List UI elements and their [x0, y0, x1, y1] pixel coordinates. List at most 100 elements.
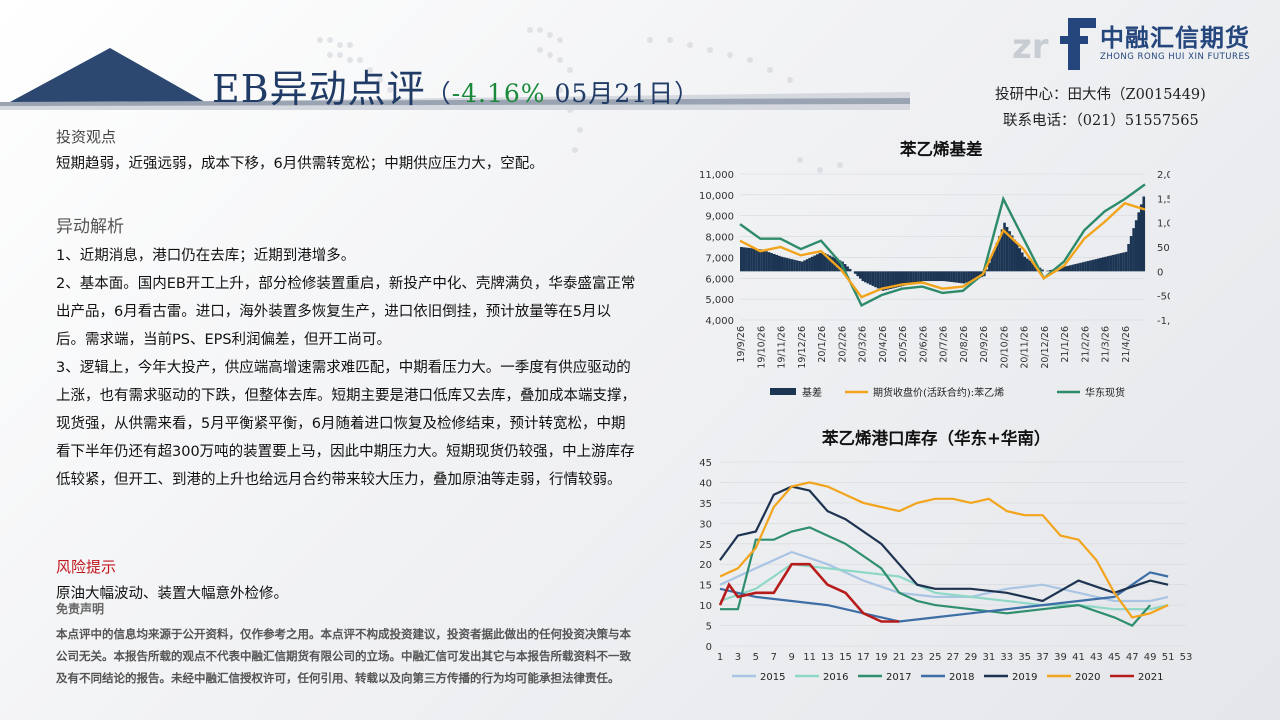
- basis-bar: [929, 271, 933, 282]
- basis-bar: [1048, 270, 1052, 272]
- y-tick-label: 0: [706, 642, 712, 653]
- y-left-tick-label: 8,000: [705, 233, 734, 244]
- basis-bar: [790, 259, 794, 272]
- basis-bar: [803, 260, 806, 272]
- basis-bar: [760, 249, 763, 272]
- basis-bar: [932, 271, 935, 282]
- x-tick-label: 47: [1126, 652, 1139, 663]
- y-right-tick-label: 1,000: [1157, 219, 1170, 230]
- analysis-paragraph-1: 1、近期消息，港口仍在去库；近期到港增多。: [56, 248, 356, 264]
- basis-bar: [952, 271, 956, 283]
- x-tick-label: 20/2/26: [837, 326, 848, 363]
- header-graphic: [0, 48, 910, 110]
- x-tick-label: 45: [1108, 652, 1121, 663]
- basis-bar: [945, 271, 948, 282]
- x-tick-label: 9: [789, 652, 795, 663]
- basis-bar: [742, 247, 746, 272]
- y-left-tick-label: 4,000: [705, 316, 734, 327]
- basis-bar: [1079, 262, 1082, 272]
- basis-bar: [767, 252, 771, 272]
- basis-bar: [871, 271, 875, 286]
- basis-bar: [838, 260, 842, 272]
- basis-bar: [1008, 231, 1011, 272]
- basis-bar: [866, 271, 870, 284]
- basis-bar: [947, 271, 951, 282]
- y-right-tick-label: 2,000: [1157, 170, 1170, 181]
- basis-bar: [886, 271, 890, 290]
- x-tick-label: 21/4/26: [1121, 326, 1132, 363]
- contact-researcher: 投研中心：田大伟（Z0015449): [995, 87, 1206, 103]
- y-right-tick-label: 500: [1157, 243, 1170, 254]
- basis-bar: [1107, 256, 1110, 272]
- y-tick-label: 20: [699, 560, 712, 571]
- x-tick-label: 20/7/26: [939, 326, 950, 363]
- basis-bar: [965, 271, 968, 283]
- y-tick-label: 10: [699, 601, 712, 612]
- basis-bar: [777, 255, 781, 272]
- series-line-2018: [719, 571, 1169, 623]
- basis-bar: [1122, 252, 1125, 272]
- basis-bar: [1013, 239, 1016, 272]
- x-tick-label: 13: [821, 652, 834, 663]
- basis-bar: [922, 271, 925, 282]
- world-map-background: [317, 27, 843, 173]
- y-tick-label: 25: [699, 540, 712, 551]
- basis-bar: [912, 271, 915, 284]
- x-tick-label: 1: [717, 652, 723, 663]
- x-tick-label: 21/1/26: [1060, 326, 1071, 363]
- basis-bar: [793, 259, 796, 272]
- series-line-2020: [719, 481, 1169, 619]
- y-tick-label: 15: [699, 581, 712, 592]
- basis-bar: [818, 253, 822, 272]
- x-tick-label: 20/8/26: [959, 326, 970, 363]
- basis-bar: [1015, 243, 1019, 272]
- basis-bar: [1101, 257, 1105, 272]
- basis-bar: [874, 271, 877, 288]
- basis-bar: [747, 247, 751, 272]
- basis-bar: [1033, 264, 1037, 272]
- basis-bar: [752, 248, 756, 272]
- basis-bar: [902, 271, 905, 286]
- basis-bar: [1127, 243, 1130, 272]
- basis-bar: [808, 257, 811, 272]
- legend-label: 2019: [1012, 672, 1037, 683]
- logo-english-name: ZHONG RONG HUI XIN FUTURES: [1100, 52, 1251, 62]
- contact-info: 投研中心：田大伟（Z0015449) 联系电话：（021）51557565: [995, 82, 1206, 134]
- x-tick-label: 19/12/26: [797, 326, 808, 369]
- x-tick-label: 7: [771, 652, 777, 663]
- basis-bar: [1112, 254, 1115, 272]
- x-tick-label: 20/6/26: [918, 326, 929, 363]
- legend-label: 2015: [760, 672, 785, 683]
- x-tick-label: 33: [1000, 652, 1013, 663]
- basis-bar: [1117, 253, 1120, 272]
- basis-bar: [815, 254, 819, 272]
- header-triangle: [10, 48, 205, 102]
- x-tick-label: 27: [947, 652, 960, 663]
- basis-bar: [972, 271, 976, 280]
- basis-bar: [780, 256, 784, 272]
- basis-bar: [1031, 262, 1034, 272]
- basis-bar: [869, 271, 872, 285]
- basis-bar: [993, 249, 996, 272]
- basis-bar: [828, 255, 832, 272]
- basis-bar: [957, 271, 961, 283]
- basis-bar: [904, 271, 908, 286]
- basis-bar: [1074, 264, 1077, 272]
- x-tick-label: 43: [1090, 652, 1103, 663]
- basis-bar: [810, 256, 814, 272]
- view-text: 短期趋弱，近强远弱，成本下移，6月供需转宽松；中期供应压力大，空配。: [56, 156, 544, 172]
- x-tick-label: 20/4/26: [878, 326, 889, 363]
- x-tick-label: 49: [1144, 652, 1157, 663]
- x-tick-label: 20/1/26: [817, 326, 828, 363]
- x-tick-label: 39: [1054, 652, 1067, 663]
- basis-bar: [985, 269, 989, 272]
- basis-bar: [765, 251, 768, 272]
- basis-bar: [1091, 259, 1095, 272]
- x-tick-label: 5: [753, 652, 759, 663]
- basis-bar: [894, 271, 898, 288]
- x-tick-label: 19/10/26: [756, 326, 767, 369]
- logo-chinese-name: 中融汇信期货: [1100, 24, 1250, 52]
- basis-bar: [1089, 260, 1092, 272]
- basis-bar: [1028, 260, 1032, 272]
- analysis-paragraph-3: 3、逻辑上，今年大投产，供应端高增速需求难匹配，中期看压力大。一季度有供应驱动的…: [56, 360, 636, 488]
